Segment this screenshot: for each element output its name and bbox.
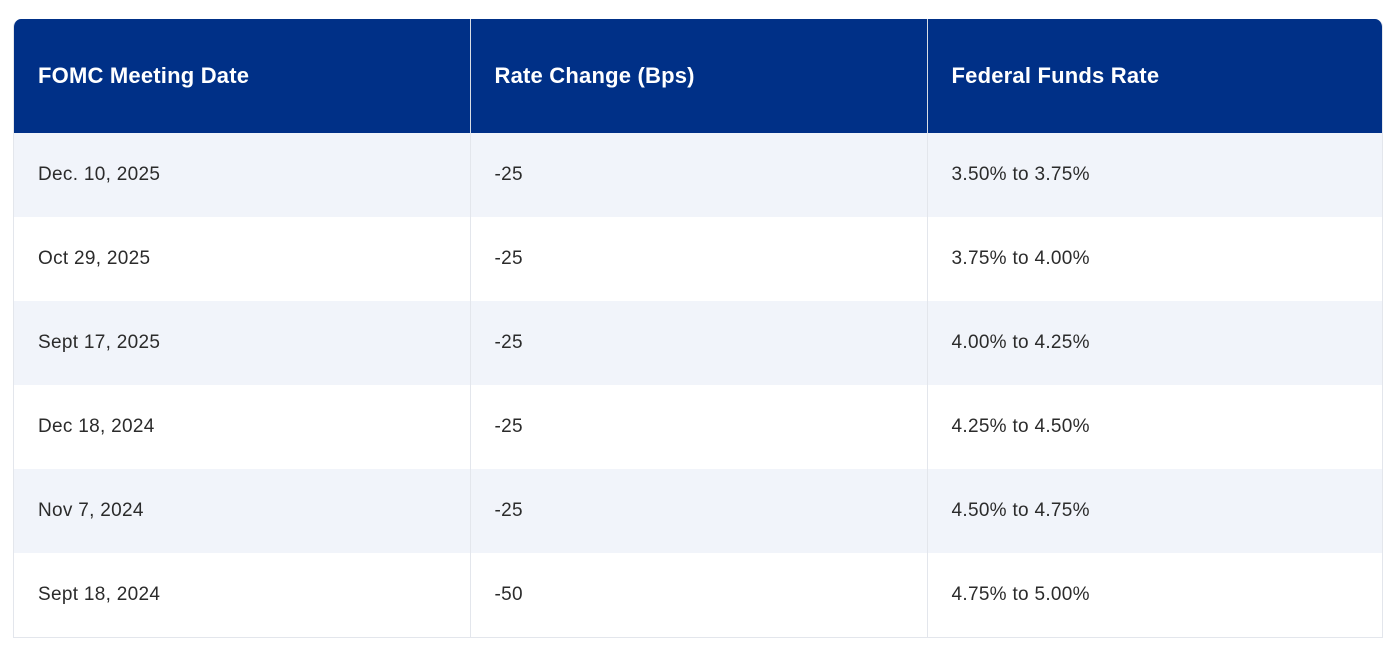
cell-meeting-date: Sept 18, 2024	[14, 553, 471, 637]
rate-history-table-container: FOMC Meeting Date Rate Change (Bps) Fede…	[13, 19, 1383, 638]
cell-rate-change: -25	[470, 217, 928, 301]
table-row: Sept 18, 2024 -50 4.75% to 5.00%	[14, 553, 1382, 637]
cell-rate-change: -25	[470, 469, 928, 553]
cell-federal-funds-rate: 4.00% to 4.25%	[927, 301, 1382, 385]
rate-history-table: FOMC Meeting Date Rate Change (Bps) Fede…	[14, 19, 1382, 637]
cell-federal-funds-rate: 4.75% to 5.00%	[927, 553, 1382, 637]
cell-rate-change: -25	[470, 133, 928, 217]
cell-meeting-date: Nov 7, 2024	[14, 469, 471, 553]
table-row: Dec 18, 2024 -25 4.25% to 4.50%	[14, 385, 1382, 469]
cell-meeting-date: Sept 17, 2025	[14, 301, 471, 385]
cell-rate-change: -25	[470, 301, 928, 385]
cell-meeting-date: Oct 29, 2025	[14, 217, 471, 301]
cell-rate-change: -25	[470, 385, 928, 469]
header-meeting-date: FOMC Meeting Date	[14, 19, 471, 133]
cell-federal-funds-rate: 4.50% to 4.75%	[927, 469, 1382, 553]
header-federal-funds-rate: Federal Funds Rate	[927, 19, 1382, 133]
cell-federal-funds-rate: 4.25% to 4.50%	[927, 385, 1382, 469]
cell-federal-funds-rate: 3.75% to 4.00%	[927, 217, 1382, 301]
header-rate-change: Rate Change (Bps)	[470, 19, 928, 133]
table-row: Oct 29, 2025 -25 3.75% to 4.00%	[14, 217, 1382, 301]
cell-rate-change: -50	[470, 553, 928, 637]
table-row: Sept 17, 2025 -25 4.00% to 4.25%	[14, 301, 1382, 385]
cell-federal-funds-rate: 3.50% to 3.75%	[927, 133, 1382, 217]
table-row: Dec. 10, 2025 -25 3.50% to 3.75%	[14, 133, 1382, 217]
table-body: Dec. 10, 2025 -25 3.50% to 3.75% Oct 29,…	[14, 133, 1382, 637]
cell-meeting-date: Dec 18, 2024	[14, 385, 471, 469]
header-row: FOMC Meeting Date Rate Change (Bps) Fede…	[14, 19, 1382, 133]
cell-meeting-date: Dec. 10, 2025	[14, 133, 471, 217]
table-header: FOMC Meeting Date Rate Change (Bps) Fede…	[14, 19, 1382, 133]
table-row: Nov 7, 2024 -25 4.50% to 4.75%	[14, 469, 1382, 553]
